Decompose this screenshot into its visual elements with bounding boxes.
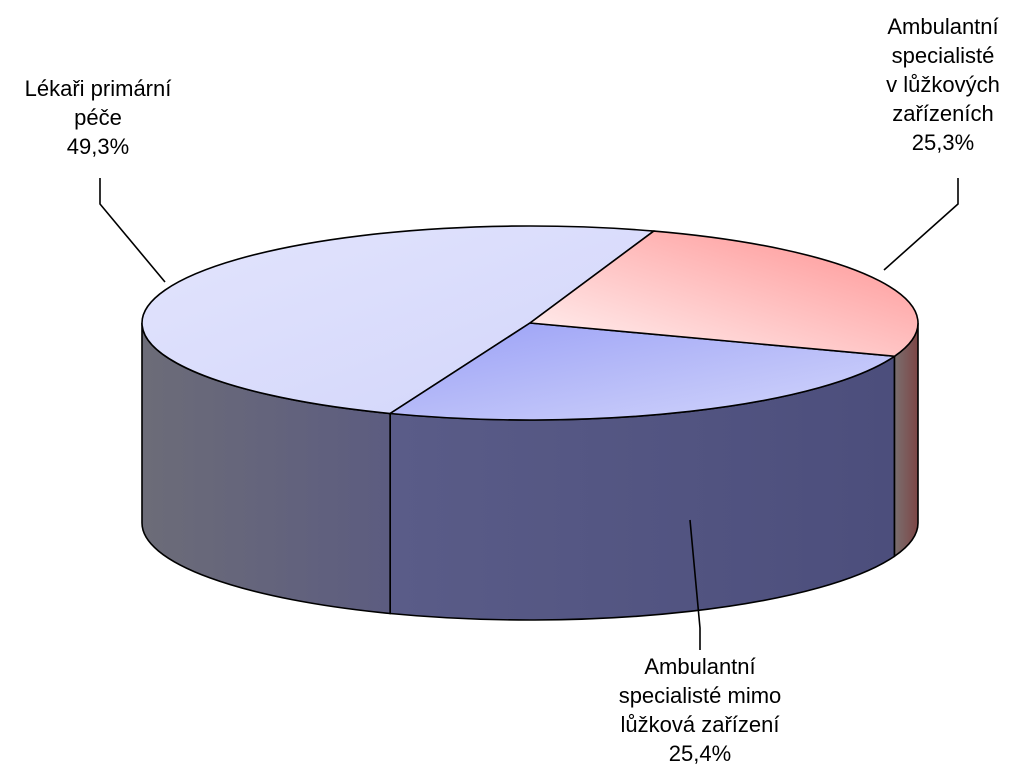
slice-label-line: Ambulantní [887,14,999,39]
slice-primary-care-leader-line [99,178,166,283]
slice-label-line: specialisté mimo [618,683,782,708]
slice-value-label: 49,3% [66,134,130,159]
slice-label-line: specialisté [891,43,995,68]
slice-outpatient-specialists-side [893,322,919,558]
slice-label-line: lůžková zařízení [620,712,780,737]
slice-value-label: 25,3% [911,130,975,155]
slice-inpatient-specialists-leader-line [883,178,959,271]
slice-value-label: 25,4% [668,741,732,766]
slice-inpatient-specialists [387,322,897,421]
slice-outpatient-specialists [527,230,919,358]
slice-label-line: zařízeních [892,101,994,126]
slice-label-line: Lékaři primární [24,76,172,101]
slice-label-primary-care: Lékaři primární péče 49,3% [8,74,188,161]
slice-label-line: v lůžkových [886,72,1000,97]
slice-label-line: Ambulantní [644,654,756,679]
slice-label-outpatient-specialists: Ambulantní specialisté mimo lůžková zaří… [590,652,810,768]
slice-label-line: péče [74,105,122,130]
slice-primary-care [141,225,656,415]
slice-label-inpatient-specialists: Ambulantní specialisté v lůžkových zaříz… [858,12,1028,157]
slice-outpatient-specialists-leader-line [689,519,701,650]
